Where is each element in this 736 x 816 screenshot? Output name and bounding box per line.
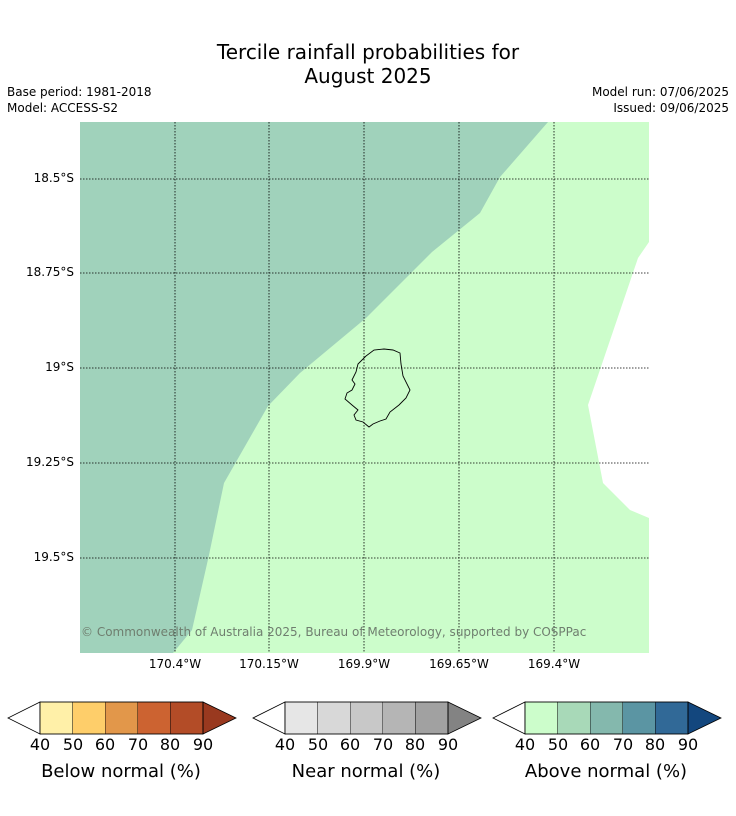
colorbar-tick: 50 xyxy=(62,735,84,754)
colorbar-below-normal-scale xyxy=(7,701,237,735)
colorbar-extend-high xyxy=(687,701,722,735)
colorbar-near-normal-scale xyxy=(252,701,482,735)
probability-map xyxy=(80,122,649,653)
colorbar-below-normal: 40 50 60 70 80 90 Below normal (%) xyxy=(7,700,237,800)
colorbar-cell xyxy=(524,701,558,735)
above-normal-50-60-region xyxy=(80,122,548,653)
niue-island-outline xyxy=(344,348,411,428)
colorbar-above-normal: 40 50 60 70 80 90 Above normal (%) xyxy=(492,700,722,800)
lon-label-169-65: 169.65°W xyxy=(429,657,489,671)
colorbar-cell xyxy=(170,701,204,735)
lat-label-19-25: 19.25°S xyxy=(26,455,74,469)
colorbar-caption-below: Below normal (%) xyxy=(41,761,201,782)
colorbar-extend-high xyxy=(447,701,482,735)
lon-label-170-4: 170.4°W xyxy=(148,657,202,671)
colorbar-tick: 90 xyxy=(437,735,459,754)
colorbar-tick: 80 xyxy=(404,735,426,754)
colorbar-frame xyxy=(524,701,689,735)
colorbar-tick: 70 xyxy=(372,735,394,754)
colorbar-cell xyxy=(104,701,138,735)
lat-label-19-5: 19.5°S xyxy=(33,550,74,564)
colorbar-frame xyxy=(284,701,449,735)
model-name: Model: ACCESS-S2 xyxy=(7,101,119,115)
lon-label-170-15: 170.15°W xyxy=(239,657,299,671)
colorbar-extend-low xyxy=(492,701,526,735)
colorbar-caption-near: Near normal (%) xyxy=(291,761,441,782)
colorbar-cell xyxy=(589,701,623,735)
colorbar-frame xyxy=(39,701,204,735)
page-title-line2: August 2025 xyxy=(304,64,432,88)
colorbar-extend-low xyxy=(252,701,286,735)
graticule xyxy=(80,122,649,653)
colorbar-cell xyxy=(382,701,416,735)
colorbar-cell xyxy=(415,701,449,735)
colorbar-cell xyxy=(622,701,656,735)
colorbar-tick: 70 xyxy=(127,735,149,754)
colorbar-caption-above: Above normal (%) xyxy=(524,761,688,782)
colorbar-tick: 50 xyxy=(547,735,569,754)
colorbar-tick: 60 xyxy=(94,735,116,754)
copyright-credit: © Commonwealth of Australia 2025, Bureau… xyxy=(81,625,587,639)
lon-label-169-9: 169.9°W xyxy=(337,657,391,671)
colorbar-cell xyxy=(317,701,351,735)
model-run: Model run: 07/06/2025 xyxy=(591,85,729,99)
no-data-region xyxy=(588,242,649,518)
colorbar-tick: 90 xyxy=(192,735,214,754)
colorbar-extend-low xyxy=(7,701,41,735)
colorbar-cell xyxy=(655,701,689,735)
colorbar-cell xyxy=(284,701,318,735)
lat-label-18-5: 18.5°S xyxy=(33,171,74,185)
page-title-line1: Tercile rainfall probabilities for xyxy=(216,40,520,64)
lon-label-169-4: 169.4°W xyxy=(527,657,581,671)
colorbar-tick: 40 xyxy=(514,735,536,754)
colorbar-tick: 40 xyxy=(29,735,51,754)
colorbar-extend-high xyxy=(202,701,237,735)
colorbar-above-normal-scale xyxy=(492,701,722,735)
colorbar-tick: 60 xyxy=(339,735,361,754)
colorbar-tick: 80 xyxy=(159,735,181,754)
colorbar-cell xyxy=(349,701,383,735)
colorbar-cell xyxy=(39,701,73,735)
colorbar-tick: 40 xyxy=(274,735,296,754)
colorbar-cell xyxy=(72,701,106,735)
issued-date: Issued: 09/06/2025 xyxy=(613,101,729,115)
colorbar-tick: 60 xyxy=(579,735,601,754)
lat-label-19: 19°S xyxy=(45,360,74,374)
colorbar-tick: 90 xyxy=(677,735,699,754)
lat-label-18-75: 18.75°S xyxy=(26,265,74,279)
colorbar-cell xyxy=(557,701,591,735)
colorbar-tick: 50 xyxy=(307,735,329,754)
colorbar-tick: 70 xyxy=(612,735,634,754)
colorbar-cell xyxy=(137,701,171,735)
colorbar-near-normal: 40 50 60 70 80 90 Near normal (%) xyxy=(252,700,482,800)
colorbar-tick: 80 xyxy=(644,735,666,754)
base-period: Base period: 1981-2018 xyxy=(7,85,152,99)
